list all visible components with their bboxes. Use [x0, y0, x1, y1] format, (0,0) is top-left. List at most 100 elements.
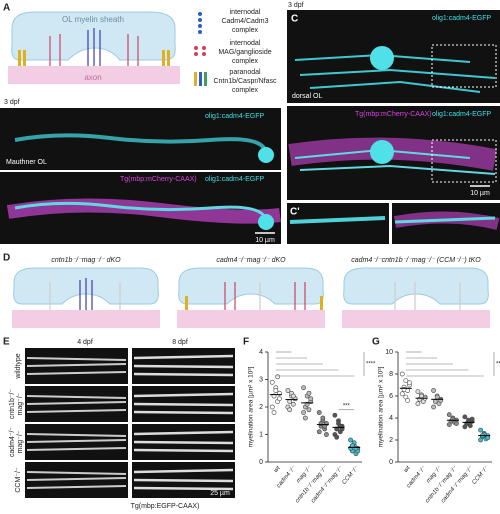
legend-text: internodal — [230, 9, 261, 16]
sheath-label: OL myelin sheath — [62, 15, 124, 24]
data-point — [399, 391, 405, 397]
axon — [8, 66, 180, 84]
y-axis-label: myelination area [µm² x 10³] — [378, 366, 385, 447]
genotype-title: cadm4⁻/⁻cntn1b⁻/⁻mag⁻/⁻ (CCM⁻/⁻) tKO — [351, 257, 481, 264]
legend-text: MAG/ganglioside — [218, 49, 271, 56]
data-point — [469, 416, 475, 422]
panel-label: G — [372, 337, 380, 348]
y-tick-label: 4 — [389, 415, 393, 422]
y-tick-label: 8 — [389, 371, 393, 378]
panel-e: E 4 dpf 8 dpf wildtype cntn1b⁻/⁻ mag⁻/⁻ … — [3, 337, 237, 510]
data-point — [415, 401, 421, 407]
data-point — [301, 410, 306, 415]
cell-label: Mauthner OL — [6, 159, 47, 166]
data-point — [308, 396, 314, 402]
row-label: cadm4⁻/⁻ — [9, 427, 16, 458]
data-point — [446, 422, 452, 427]
channel-label: Tg(mbp:mCherry-CAAX) — [120, 176, 197, 183]
data-point — [316, 410, 322, 415]
scale-label: 10 µm — [255, 237, 275, 244]
data-point — [446, 412, 452, 418]
y-tick-label: 3 — [259, 376, 263, 383]
data-point — [285, 388, 291, 393]
data-point — [306, 390, 312, 396]
legend-text: complex — [232, 87, 259, 94]
data-point — [485, 435, 491, 441]
data-point — [353, 445, 359, 451]
channel-label: olig1:cadm4-EGFP — [205, 176, 264, 183]
row-label: CCM⁻/⁻ — [15, 467, 22, 493]
x-tick-label: wt — [403, 465, 412, 474]
data-point — [273, 388, 279, 393]
panel-label: A — [3, 3, 10, 14]
row-label: cntn1b⁻/⁻ — [9, 389, 16, 420]
y-tick-label: 2 — [389, 437, 393, 444]
micrograph — [287, 203, 389, 244]
legend-text: paranodal — [229, 69, 261, 76]
panel-label: E — [3, 337, 10, 348]
data-point — [403, 378, 409, 383]
panel-a: A OL myelin sheath axon internodal Cadm4… — [3, 3, 277, 94]
channel-label: olig1:cadm4-EGFP — [432, 111, 491, 118]
data-point — [462, 424, 468, 430]
panel-c: 3 dpf C olig1:cadm4-EGFP dorsal OL Tg(mb… — [287, 2, 500, 244]
data-point — [287, 407, 293, 413]
y-axis-label: myelination area [µm² x 10³] — [248, 366, 255, 447]
y-tick-label: 6 — [389, 393, 393, 400]
data-point — [290, 393, 296, 399]
channel-label: olig1:cadm4-EGFP — [205, 113, 264, 120]
data-point — [407, 380, 412, 386]
data-point — [431, 388, 436, 393]
panel-label: C — [291, 14, 298, 25]
footer: Tg(mbp:EGFP-CAAX) — [131, 503, 200, 510]
channel-label: Tg(mbp:mCherry-CAAX) — [355, 111, 432, 118]
panel-label: F — [243, 337, 249, 348]
data-point — [405, 397, 411, 403]
y-tick-label: 4 — [259, 349, 263, 356]
stage-label: 3 dpf — [288, 2, 304, 9]
genotype-title: cadm4⁻/⁻mag⁻/⁻ dKO — [216, 257, 286, 264]
panel-label: C' — [290, 207, 300, 218]
data-point — [434, 394, 440, 400]
data-point — [277, 396, 282, 402]
y-tick-label: 0 — [389, 459, 393, 466]
panel-label: D — [3, 253, 10, 264]
y-tick-label: 1 — [259, 431, 263, 438]
data-point — [415, 389, 421, 394]
data-point — [316, 429, 322, 435]
data-point — [478, 427, 483, 433]
panel-b: 3 dpf B olig1:cadm4-EGFP Mauthner OL Tg(… — [0, 99, 281, 244]
data-point — [302, 415, 308, 421]
data-point — [334, 434, 340, 440]
data-point — [290, 401, 296, 407]
data-point — [462, 414, 468, 420]
data-point — [332, 412, 338, 418]
channel-label: olig1:cadm4-EGFP — [432, 15, 491, 22]
scale-label: 10 µm — [470, 190, 490, 197]
stage-label: 3 dpf — [4, 99, 20, 106]
data-point — [269, 379, 275, 385]
panel-d: D cntn1b⁻/⁻mag⁻/⁻ dKO cadm4⁻/⁻mag⁻/⁻ dKO… — [3, 253, 491, 329]
x-tick-label: CCM⁻/⁻ — [471, 465, 490, 486]
y-tick-label: 10 — [385, 349, 393, 356]
x-tick-label: wt — [273, 465, 282, 474]
data-point — [454, 421, 459, 426]
data-point — [301, 385, 306, 391]
data-point — [348, 437, 353, 443]
data-point — [306, 407, 312, 413]
data-point — [478, 437, 483, 443]
data-point — [275, 374, 281, 380]
column-header: 4 dpf — [77, 339, 93, 346]
y-tick-label: 0 — [259, 459, 263, 466]
data-point — [269, 404, 275, 410]
row-label: mag⁻/⁻ — [17, 392, 24, 415]
legend-text: Cntn1b/Caspr/Nfasc — [213, 78, 277, 85]
row-label: mag⁻/⁻ — [17, 430, 24, 453]
cell-label: dorsal OL — [292, 93, 322, 100]
axon-label: axon — [84, 73, 101, 82]
scale-label: 25 µm — [210, 490, 230, 497]
y-tick-label: 2 — [259, 404, 263, 411]
data-point — [271, 410, 277, 415]
row-label: wildtype — [15, 353, 22, 379]
